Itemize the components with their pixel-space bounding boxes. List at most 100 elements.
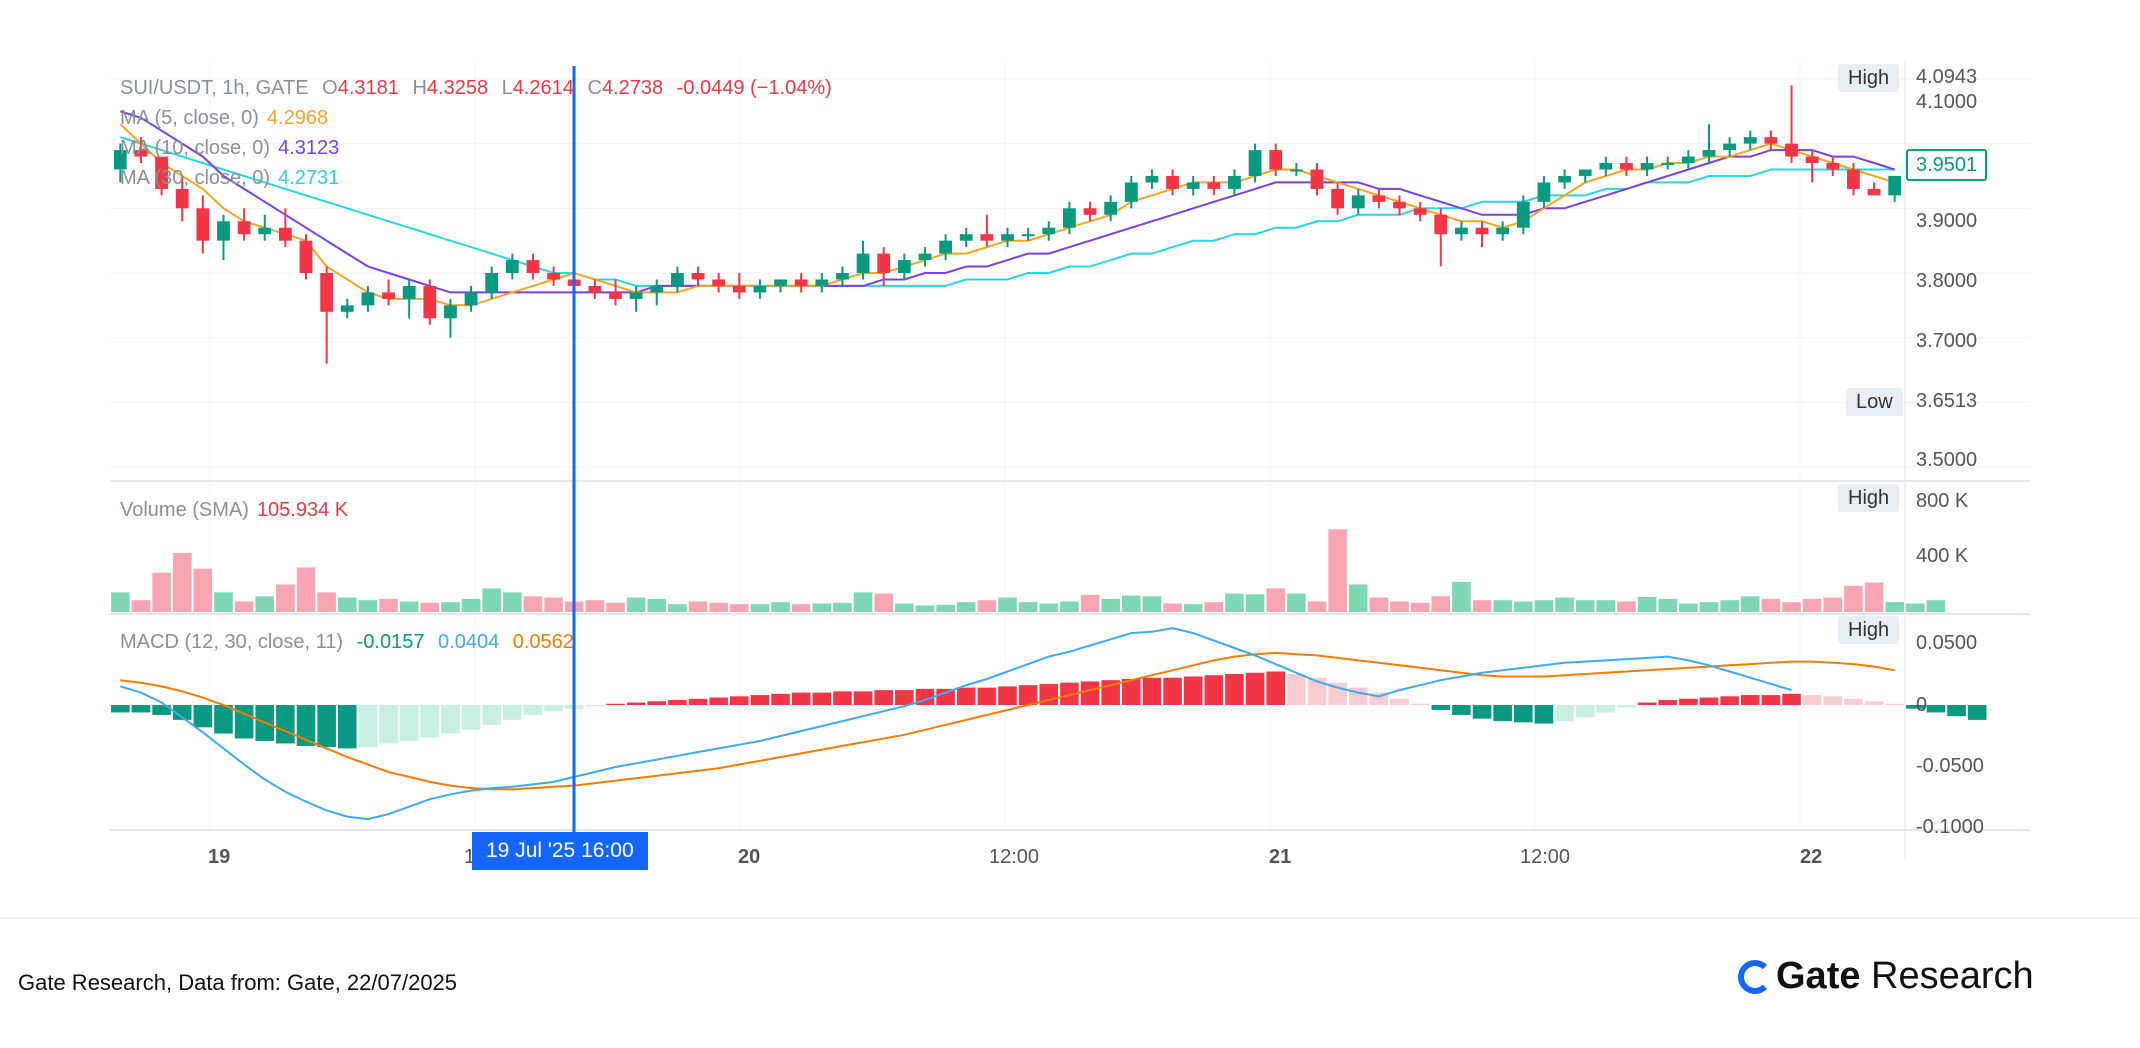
volume-bar	[214, 592, 233, 612]
candle-body	[464, 292, 478, 306]
ma10-value: 4.3123	[278, 137, 340, 159]
candle-body	[1743, 137, 1757, 144]
candle-body	[670, 273, 684, 286]
volume-bar	[1740, 596, 1760, 612]
candle-body	[196, 208, 210, 241]
volume-bar	[1101, 598, 1120, 612]
volume-bar	[1906, 603, 1925, 612]
volume-bar	[1885, 602, 1904, 612]
macd-hist-bar	[791, 692, 811, 705]
macd-hist-bar	[1699, 697, 1719, 705]
candle-body	[402, 285, 416, 299]
macd-hist-bar	[1514, 705, 1533, 723]
macd-hist-bar	[874, 690, 893, 705]
macd-hist-bar	[172, 705, 192, 720]
time-label-1200-b: 12:00	[1520, 846, 1571, 868]
candle-body	[753, 285, 767, 293]
volume-bar	[1018, 602, 1038, 612]
volume-bar	[1926, 600, 1946, 612]
macd-hist-bar	[461, 705, 481, 730]
candle-body	[856, 253, 870, 273]
volume-bar	[1699, 602, 1719, 612]
macd-hist-bar	[1906, 705, 1925, 709]
volume-bar	[1287, 593, 1306, 612]
gate-logo-icon	[1738, 960, 1772, 994]
candle-body	[1124, 182, 1138, 202]
candle-body	[815, 279, 829, 286]
candle-body	[1578, 169, 1592, 176]
volume-bar	[668, 604, 687, 612]
macd-hist-bar	[234, 705, 254, 739]
high-value: H4.3258	[412, 77, 489, 99]
candle-body	[1475, 227, 1489, 235]
volume-bar	[523, 596, 543, 612]
macd-hist-bar	[1225, 674, 1244, 705]
volume-bar	[193, 568, 213, 612]
macd-hist-bar	[523, 705, 543, 715]
candle-body	[1310, 169, 1324, 189]
volume-bar	[1575, 600, 1595, 612]
volume-bar	[276, 584, 295, 612]
volume-bar	[1823, 597, 1843, 612]
ma5-legend: MA (5, close, 0) 4.2968	[120, 107, 329, 129]
candle-body	[1186, 182, 1200, 189]
price-tick-4100: 4.1000	[1916, 91, 1978, 113]
volume-bar	[482, 588, 501, 612]
candle-body	[1805, 156, 1819, 164]
candle-body	[155, 156, 168, 189]
macd-hist-bar	[1802, 695, 1822, 705]
candle-body	[1888, 175, 1902, 196]
macd-hist-bar	[482, 705, 501, 725]
macd-hist-bar	[1493, 705, 1512, 722]
price-legend: SUI/USDT, 1h, GATE O4.3181 H4.3258 L4.26…	[120, 76, 840, 100]
macd-hist-bar	[131, 705, 151, 713]
volume-bar	[1245, 594, 1265, 612]
volume-bar	[544, 597, 563, 612]
volume-bar	[626, 597, 646, 612]
volume-bar	[131, 600, 151, 612]
candle-body	[1599, 163, 1613, 170]
candle-body	[1021, 234, 1035, 237]
volume-bar	[771, 602, 790, 612]
macd-hist-bar	[750, 695, 770, 705]
macd-hist-bar	[647, 701, 667, 705]
volume-bar	[1493, 600, 1512, 612]
volume-bar	[111, 592, 130, 612]
candle-body	[1145, 175, 1159, 183]
macd-hist-bar	[1142, 677, 1162, 705]
candle-body	[175, 188, 189, 209]
time-label-21: 21	[1269, 846, 1292, 868]
candle-body	[588, 285, 602, 293]
macd-hist-bar	[771, 693, 790, 705]
volume-value: 105.934 K	[256, 499, 349, 521]
macd-hist-bar	[1740, 695, 1760, 705]
ma30-legend: MA (30, close, 0) 4.2731	[120, 167, 340, 189]
macd-hist-bar	[1307, 677, 1327, 705]
volume-bar	[296, 567, 316, 612]
macd-hist-bar	[585, 705, 605, 707]
macd-hist-bar	[1018, 685, 1038, 705]
candle-body	[299, 240, 313, 273]
macd-hist-bar	[296, 705, 316, 746]
time-label-22: 22	[1800, 846, 1823, 868]
macd-hist-bar	[1658, 700, 1678, 705]
volume-high-tag: High	[1838, 484, 1900, 512]
volume-bar	[152, 572, 171, 612]
candle-body	[1640, 163, 1654, 170]
volume-bar	[936, 604, 955, 612]
macd-hist-bar	[1245, 672, 1265, 705]
volume-bar	[317, 592, 336, 612]
volume-bar	[441, 602, 460, 612]
macd-hist-bar	[626, 702, 646, 705]
macd-hist-bar	[1637, 702, 1657, 705]
volume-bar	[503, 592, 522, 612]
macd-legend: MACD (12, 30, close, 11) -0.0157 0.0404 …	[120, 631, 574, 653]
volume-legend: Volume (SMA) 105.934 K	[120, 499, 349, 521]
candle-body	[1496, 227, 1510, 235]
volume-bar	[172, 553, 192, 612]
volume-bar	[1183, 604, 1203, 612]
candle-body	[1723, 143, 1737, 151]
price-tick-3900: 3.9000	[1916, 210, 1978, 232]
candle-body	[629, 292, 643, 299]
candle-body	[320, 273, 334, 312]
